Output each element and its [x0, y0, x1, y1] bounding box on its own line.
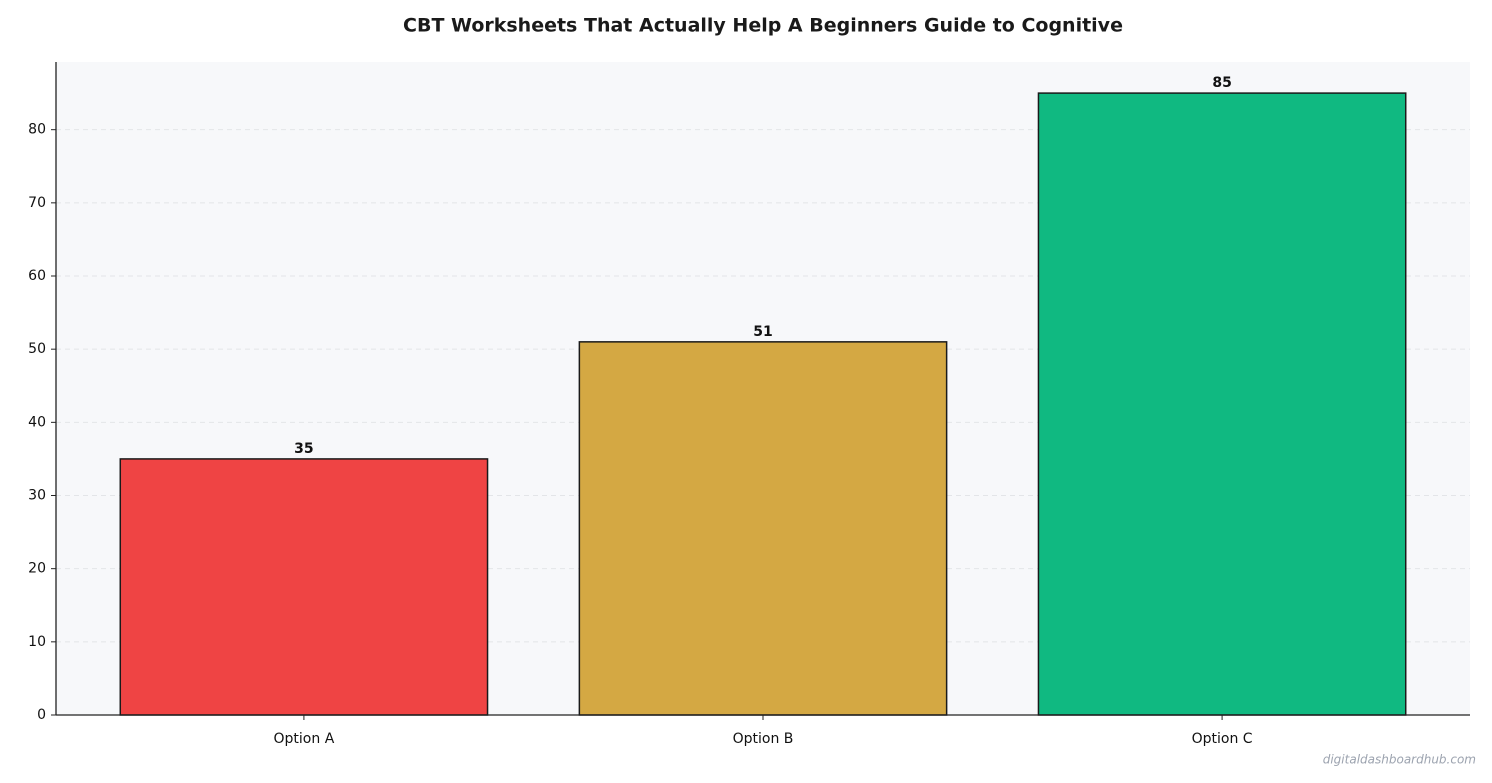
bar	[119, 458, 489, 716]
y-tick-label: 50	[28, 341, 46, 357]
x-tick-label: Option B	[733, 731, 794, 747]
y-tick-label: 40	[28, 414, 46, 430]
chart-title: CBT Worksheets That Actually Help A Begi…	[403, 15, 1123, 37]
y-tick-label: 0	[37, 707, 46, 723]
y-tick-label: 60	[28, 268, 46, 284]
x-tick-label: Option A	[274, 731, 335, 747]
bar	[578, 341, 948, 716]
x-tick-label: Option C	[1192, 731, 1253, 747]
y-tick-label: 70	[28, 195, 46, 211]
y-tick-label: 30	[28, 488, 46, 504]
bar	[1037, 92, 1407, 716]
watermark: digitaldashboardhub.com	[1323, 753, 1476, 767]
value-label: 85	[1212, 75, 1231, 91]
value-label: 51	[753, 324, 772, 340]
y-tick-label: 10	[28, 634, 46, 650]
y-tick-label: 20	[28, 561, 46, 577]
y-tick-label: 80	[28, 122, 46, 138]
value-label: 35	[294, 441, 313, 457]
